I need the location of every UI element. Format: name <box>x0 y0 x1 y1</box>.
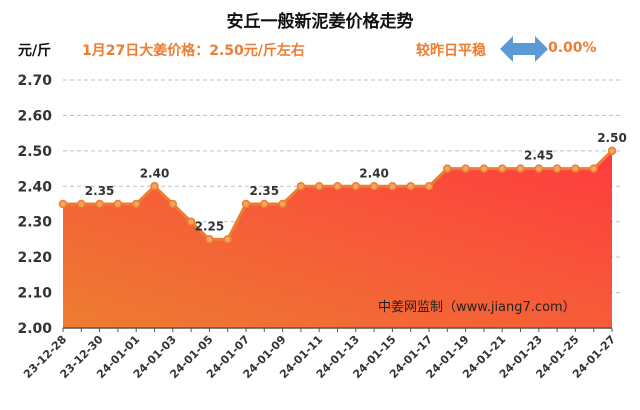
data-point <box>223 235 232 244</box>
data-label: 2.40 <box>359 166 389 180</box>
change-percent: 0.00% <box>548 40 597 56</box>
data-point <box>314 182 324 191</box>
data-label: 2.35 <box>249 184 279 198</box>
data-point <box>95 199 104 209</box>
data-point <box>58 199 68 209</box>
price-area <box>63 150 612 328</box>
data-point <box>552 164 562 173</box>
data-point <box>369 182 379 191</box>
data-point <box>406 182 415 191</box>
data-point <box>260 199 269 209</box>
data-point <box>589 164 598 173</box>
data-label: 2.45 <box>524 149 554 163</box>
data-label: 2.50 <box>597 131 627 145</box>
y-unit-label: 元/斤 <box>18 43 52 59</box>
data-point <box>534 164 544 173</box>
data-point <box>296 182 306 191</box>
price-note: 1月27日大姜价格：2.50元/斤左右 <box>82 43 305 59</box>
data-point <box>278 199 287 209</box>
data-point <box>351 182 361 191</box>
data-point <box>424 182 434 191</box>
double-arrow-icon <box>500 36 548 62</box>
data-point <box>333 182 342 191</box>
data-point <box>150 182 159 191</box>
data-point <box>461 164 470 173</box>
y-tick-label: 2.40 <box>17 179 52 195</box>
data-label: 2.40 <box>140 166 170 180</box>
data-point <box>388 182 397 191</box>
data-point <box>516 164 525 173</box>
y-tick-label: 2.60 <box>17 108 52 124</box>
data-point <box>241 199 251 209</box>
data-point <box>113 199 123 209</box>
data-point <box>571 164 580 173</box>
y-tick-label: 2.70 <box>17 73 52 89</box>
data-point <box>205 235 214 244</box>
data-point <box>131 199 141 209</box>
y-tick-label: 2.50 <box>17 144 52 160</box>
data-point <box>443 164 452 173</box>
data-point <box>479 164 489 173</box>
data-point <box>77 199 86 209</box>
data-point <box>168 199 178 209</box>
data-label: 2.25 <box>195 219 225 233</box>
data-point <box>607 146 617 156</box>
data-point <box>186 217 196 226</box>
y-tick-label: 2.10 <box>17 286 52 302</box>
y-tick-label: 2.30 <box>17 215 52 231</box>
y-tick-label: 2.00 <box>17 321 52 337</box>
y-tick-label: 2.20 <box>17 250 52 266</box>
compare-label: 较昨日平稳 <box>416 43 486 59</box>
chart-title: 安丘一般新泥姜价格走势 <box>226 12 414 32</box>
data-point <box>497 164 507 173</box>
watermark: 中姜网监制（www.jiang7.com） <box>378 300 576 315</box>
data-label: 2.35 <box>85 184 115 198</box>
